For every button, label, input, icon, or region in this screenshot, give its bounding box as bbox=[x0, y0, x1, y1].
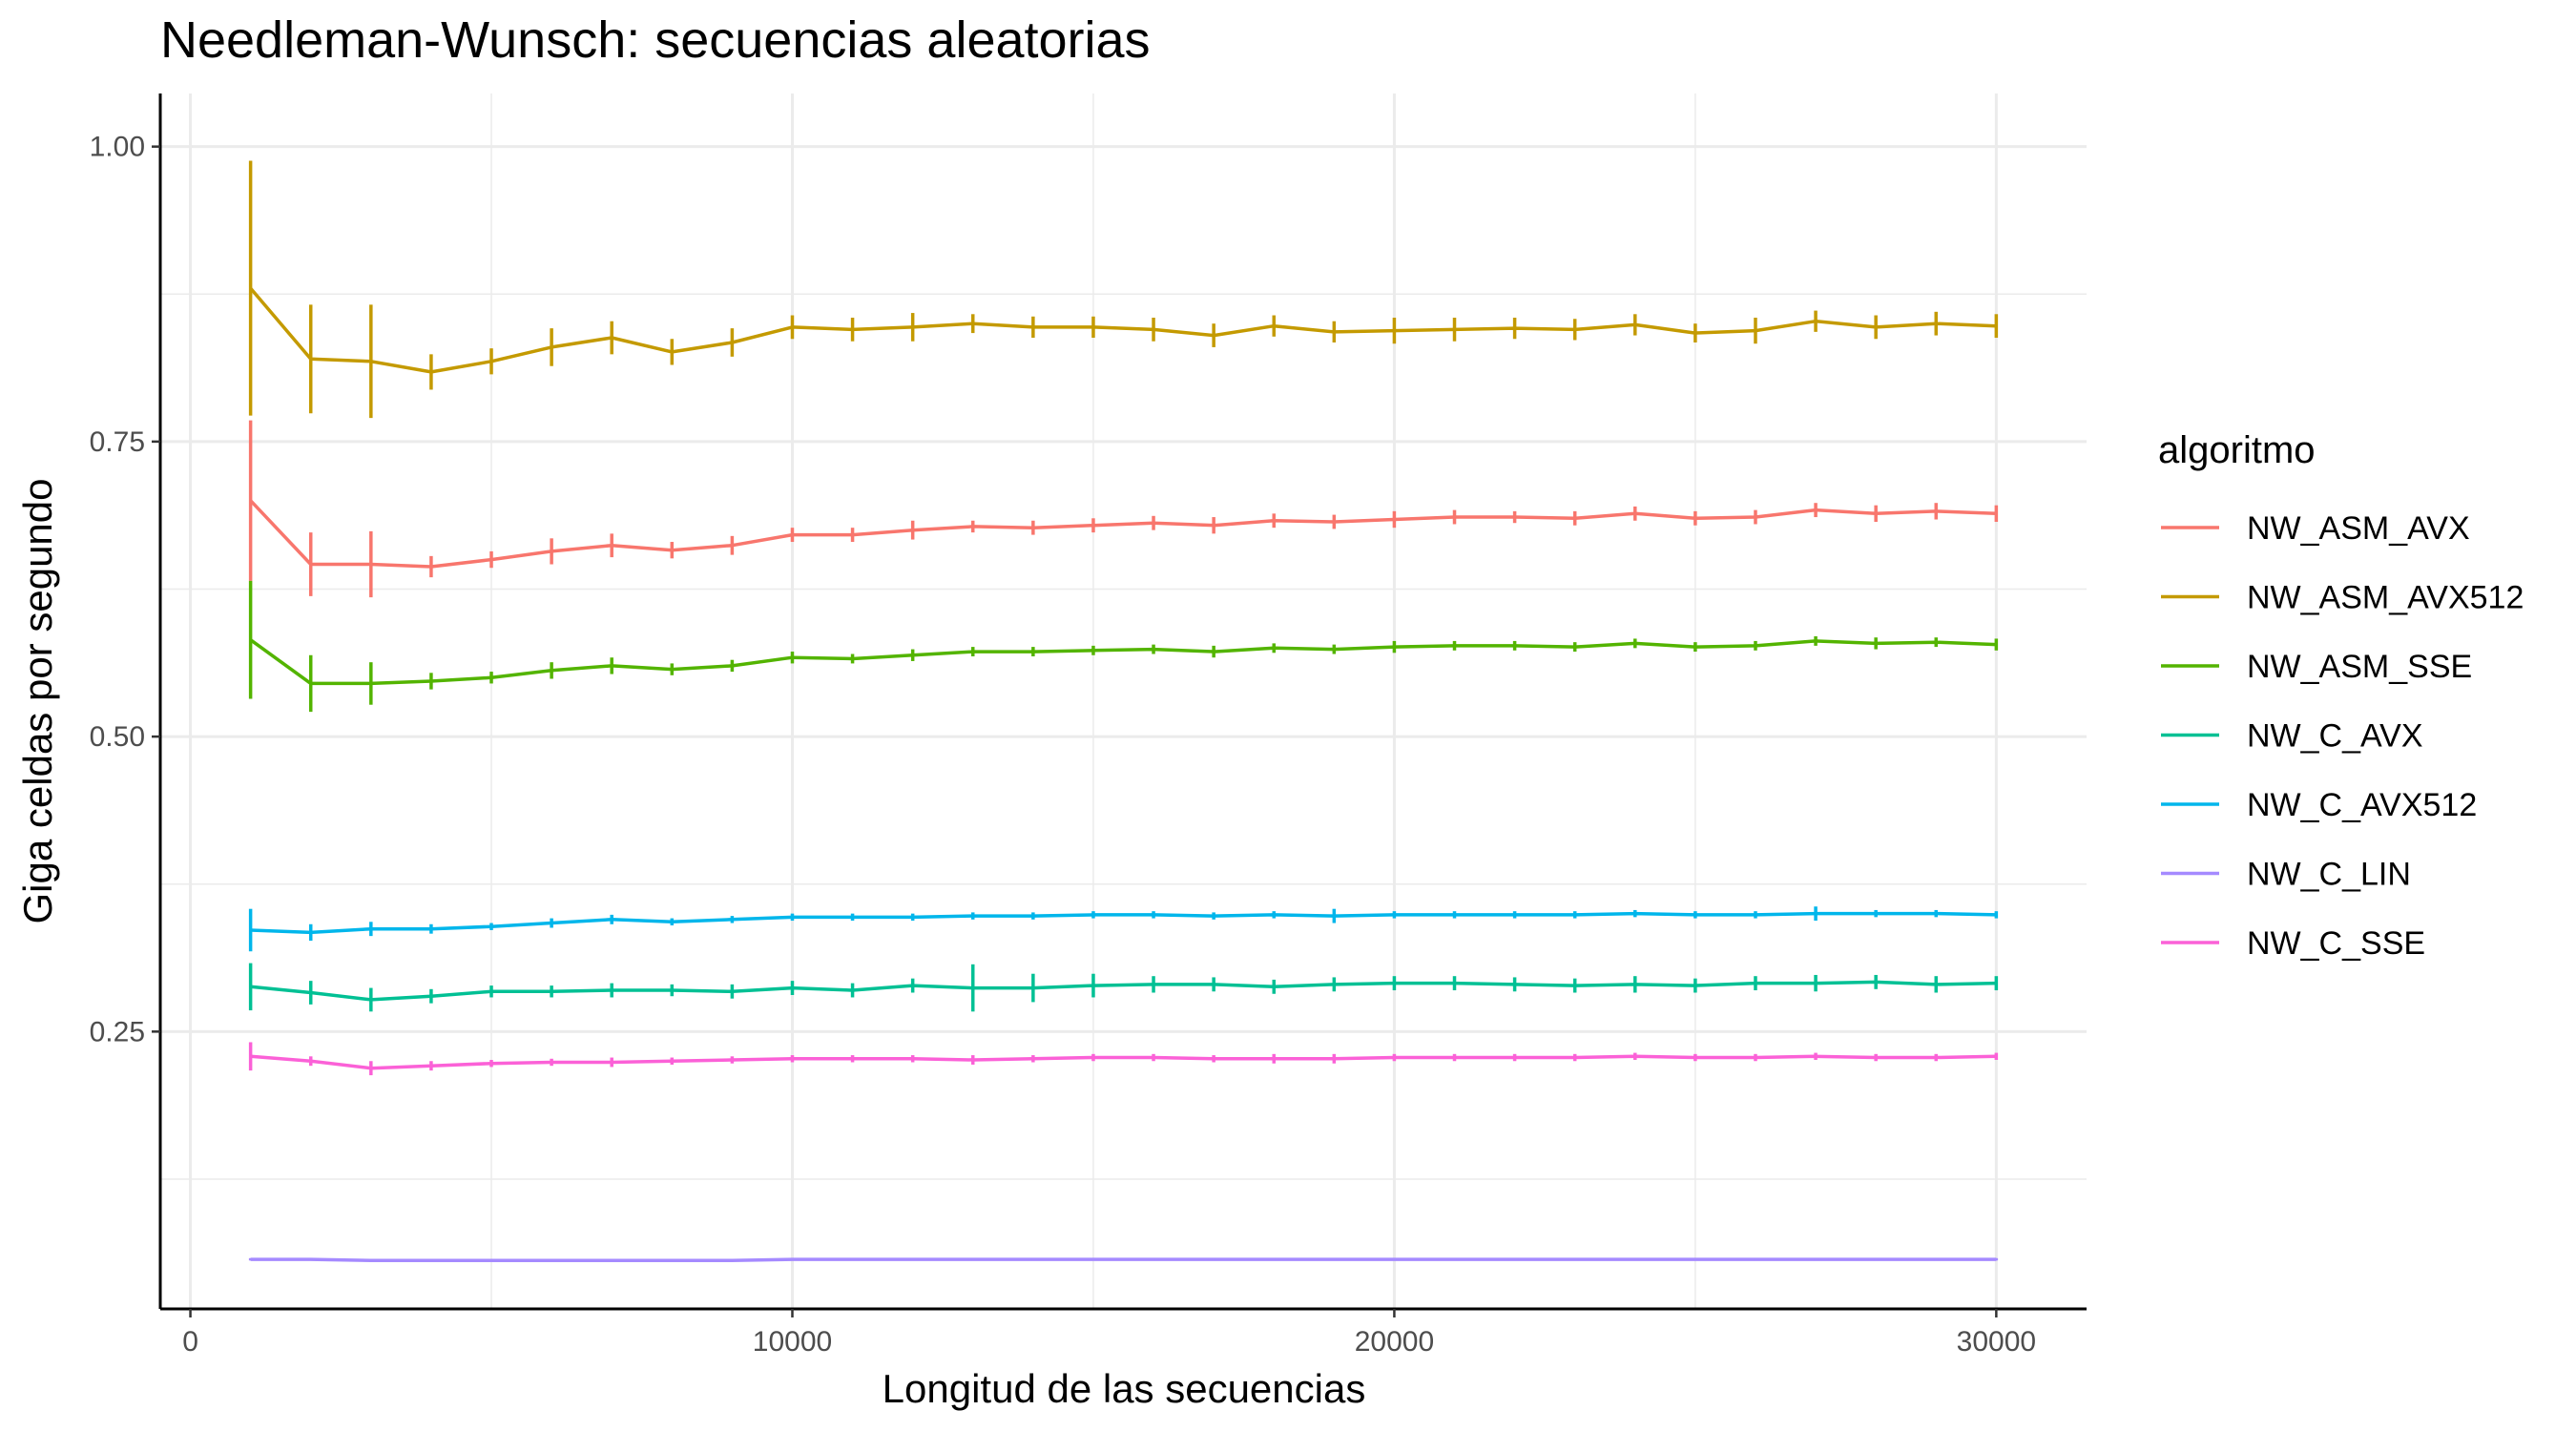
legend-label: NW_ASM_AVX bbox=[2247, 510, 2470, 547]
series-line bbox=[250, 911, 1997, 935]
series-nw-asm-avx512 bbox=[248, 160, 1999, 419]
legend-label: NW_ASM_SSE bbox=[2247, 649, 2472, 685]
x-tick-label: 30000 bbox=[1957, 1326, 2036, 1358]
series-nw-c-avx bbox=[248, 963, 1999, 1012]
legend: algoritmo NW_ASM_AVX NW_ASM_AVX512 NW_ASM_… bbox=[2158, 429, 2524, 962]
series-line bbox=[249, 499, 1997, 569]
axes bbox=[158, 93, 2087, 1311]
legend-title: algoritmo bbox=[2158, 429, 2316, 471]
series-line bbox=[249, 286, 1997, 374]
legend-label: NW_C_LIN bbox=[2247, 857, 2411, 893]
x-tick-label: 0 bbox=[182, 1326, 198, 1358]
series-nw-c-sse bbox=[248, 1042, 1999, 1076]
grid bbox=[160, 93, 2087, 1309]
legend-label: NW_ASM_AVX512 bbox=[2247, 580, 2524, 616]
y-tick-label: 1.00 bbox=[90, 132, 145, 163]
y-tick-label: 0.25 bbox=[90, 1016, 145, 1047]
y-axis-title: Giga celdas por segundo bbox=[15, 479, 60, 924]
x-tick-label: 10000 bbox=[753, 1326, 832, 1358]
series-nw-asm-avx bbox=[248, 420, 1999, 598]
y-tick-label: 0.50 bbox=[90, 721, 145, 753]
series-nw-c-lin bbox=[248, 1257, 1999, 1263]
x-tick-label: 20000 bbox=[1355, 1326, 1434, 1358]
series-line bbox=[249, 638, 1997, 686]
ticks: 0.25 0.50 0.75 1.00 0 10000 20000 30000 bbox=[90, 132, 2036, 1358]
chart-title: Needleman-Wunsch: secuencias aleatorias bbox=[160, 11, 1151, 69]
x-axis-title: Longitud de las secuencias bbox=[883, 1366, 1366, 1411]
series-line bbox=[250, 1054, 1997, 1070]
series-nw-c-avx512 bbox=[248, 906, 1999, 952]
series-line bbox=[250, 980, 1997, 1002]
legend-label: NW_C_SSE bbox=[2247, 925, 2425, 962]
series-nw-asm-sse bbox=[248, 580, 1999, 713]
plot-area bbox=[248, 160, 1999, 1263]
y-tick-label: 0.75 bbox=[90, 426, 145, 458]
legend-label: NW_C_AVX bbox=[2247, 718, 2423, 755]
legend-label: NW_C_AVX512 bbox=[2247, 787, 2477, 823]
series-line bbox=[250, 1257, 1997, 1263]
